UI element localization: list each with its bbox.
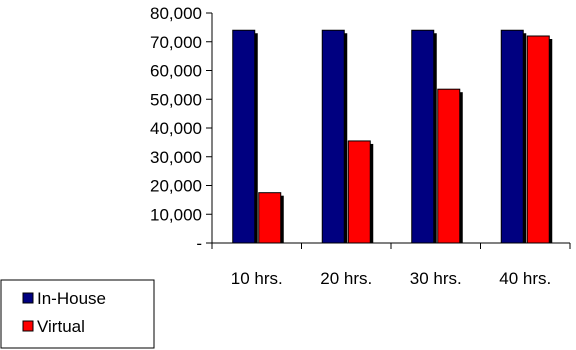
bar-in-house	[411, 29, 435, 244]
y-tick-label: -	[196, 234, 202, 253]
bar-in-house	[500, 29, 524, 244]
y-tick-label: 20,000	[150, 177, 202, 196]
x-tick-label: 40 hrs.	[499, 269, 551, 288]
legend-label-virtual: Virtual	[37, 317, 85, 336]
y-tick-label: 40,000	[150, 119, 202, 138]
legend: In-House Virtual	[0, 279, 155, 349]
y-tick-label: 60,000	[150, 62, 202, 81]
legend-swatch-in-house	[22, 292, 34, 304]
y-axis: - 10,000 20,000 30,000 40,000 50,000 60,000 70,…	[150, 4, 213, 253]
legend-box	[0, 279, 155, 349]
x-axis: 10 hrs. 20 hrs. 30 hrs. 40 hrs.	[211, 242, 571, 288]
y-tick-label: 10,000	[150, 205, 202, 224]
bar-virtual	[258, 192, 282, 244]
y-tick-label: 50,000	[150, 90, 202, 109]
legend-swatch-virtual	[22, 320, 34, 332]
x-tick-label: 20 hrs.	[320, 269, 372, 288]
y-tick-label: 30,000	[150, 148, 202, 167]
bar-virtual	[437, 88, 461, 244]
y-tick-label: 80,000	[150, 4, 202, 23]
bar-in-house	[321, 29, 345, 244]
y-tick-label: 70,000	[150, 33, 202, 52]
legend-label-in-house: In-House	[37, 289, 106, 308]
legend-entry-in-house: In-House	[22, 289, 106, 308]
bar-virtual	[526, 35, 550, 244]
bar-virtual	[347, 140, 371, 244]
x-tick-label: 10 hrs.	[231, 269, 283, 288]
legend-entry-virtual: Virtual	[22, 317, 85, 336]
bar-in-house	[232, 29, 256, 244]
x-tick-label: 30 hrs.	[410, 269, 462, 288]
bars	[232, 29, 553, 244]
